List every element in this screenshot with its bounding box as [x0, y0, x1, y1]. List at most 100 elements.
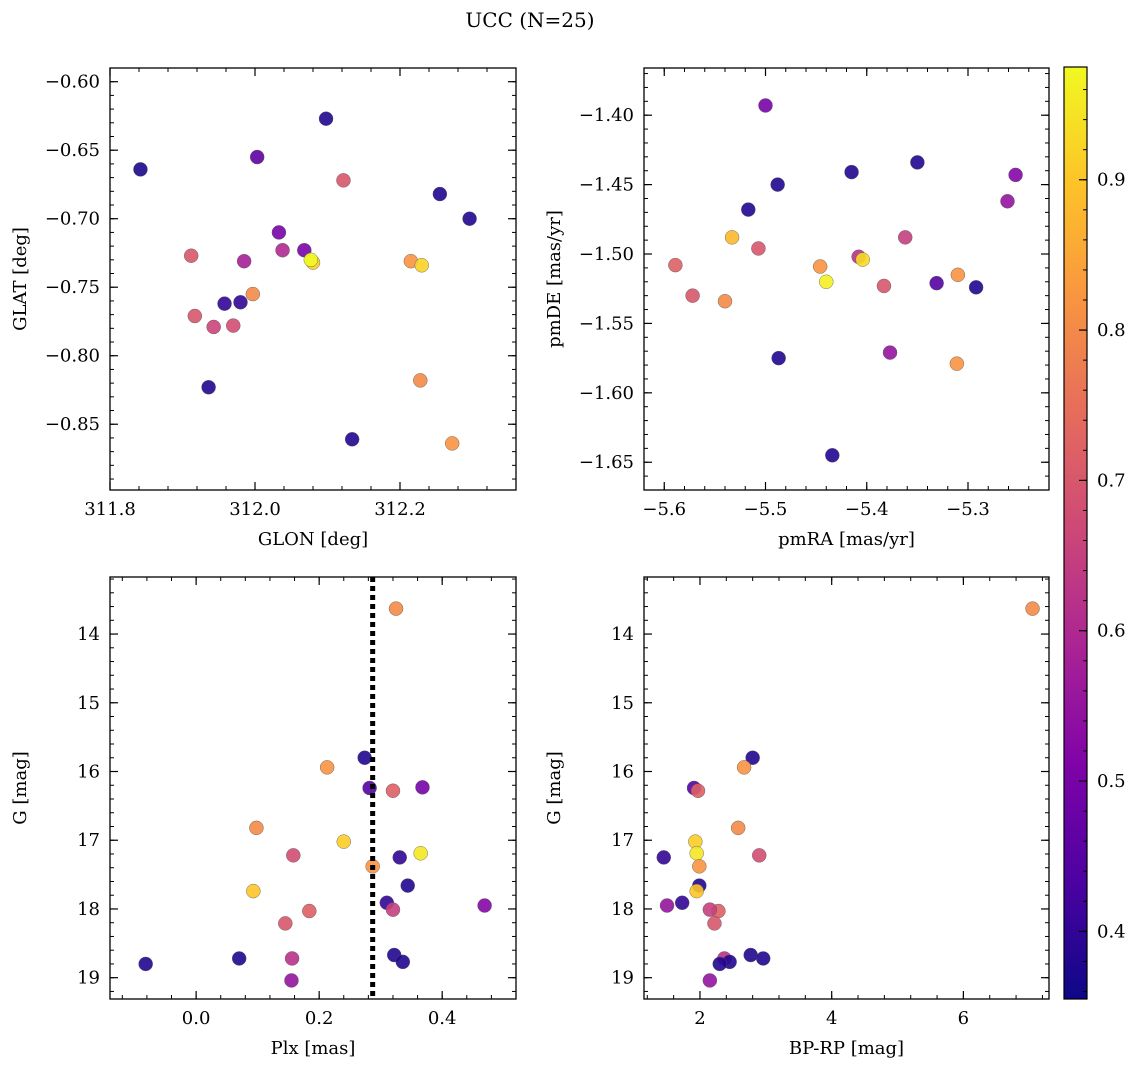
- data-point: [233, 295, 248, 310]
- y-tick-label: −1.50: [579, 244, 634, 265]
- data-point: [929, 275, 944, 291]
- data-point: [656, 850, 671, 865]
- x-axis-label: GLON [deg]: [258, 529, 368, 550]
- data-point: [319, 760, 335, 775]
- y-axis-label: G [mag]: [10, 751, 31, 824]
- data-point: [245, 286, 261, 302]
- y-tick-label: 16: [77, 762, 100, 783]
- x-tick-label: 0.4: [428, 1008, 457, 1029]
- y-axis-label: pmDE [mas/yr]: [544, 210, 565, 348]
- data-point: [344, 432, 360, 447]
- data-point: [206, 319, 221, 335]
- data-point: [950, 267, 966, 283]
- data-point: [910, 155, 925, 170]
- data-point: [741, 202, 756, 217]
- panel-4: 2 4 6 14 15 16 17 18 19 BP-RP [mag] G [mag]: [544, 576, 1050, 1059]
- data-point: [445, 436, 460, 451]
- y-tick-label: −0.70: [45, 209, 100, 230]
- data-point: [138, 956, 153, 972]
- data-point: [236, 253, 252, 269]
- x-tick-label: −5.3: [946, 499, 990, 520]
- data-point: [1000, 194, 1015, 209]
- data-point: [745, 750, 760, 765]
- y-tick-label: −0.85: [45, 414, 100, 435]
- data-point: [395, 954, 411, 970]
- colorbar-tick-label: 0.9: [1097, 170, 1126, 191]
- y-tick-label: −1.60: [579, 383, 634, 404]
- data-point: [413, 373, 428, 388]
- y-axis-label: GLAT [deg]: [10, 227, 31, 331]
- y-tick-label: 17: [77, 830, 100, 851]
- data-point: [336, 834, 351, 849]
- data-point: [278, 916, 293, 931]
- data-point: [249, 149, 265, 165]
- x-tick-label: 311.8: [84, 499, 136, 520]
- data-point: [771, 350, 786, 366]
- colorbar-tick-label: 0.8: [1097, 320, 1126, 341]
- data-point: [685, 288, 700, 303]
- data-point: [183, 248, 199, 263]
- axes-frame: [109, 576, 517, 1000]
- data-point: [770, 177, 785, 192]
- y-tick-label: 15: [77, 693, 100, 714]
- axes-frame: [643, 576, 1050, 1000]
- data-point: [690, 783, 706, 798]
- data-point: [413, 846, 428, 861]
- panel-3: 0.0 0.2 0.4 14 15 16 17 18 19 Plx [mas] G [mag]: [10, 576, 517, 1059]
- data-point: [819, 274, 834, 289]
- data-point: [1025, 601, 1040, 616]
- y-tick-label: −1.65: [579, 452, 634, 473]
- data-point: [702, 973, 718, 988]
- data-point: [388, 601, 404, 616]
- data-point: [855, 252, 870, 267]
- data-point: [949, 356, 965, 371]
- data-point: [882, 345, 898, 360]
- data-point: [415, 780, 430, 795]
- colorbar-tick-label: 0.5: [1097, 771, 1126, 792]
- data-point: [336, 173, 351, 188]
- data-point: [303, 252, 319, 268]
- data-point: [385, 902, 401, 917]
- y-tick-label: 17: [611, 830, 634, 851]
- axes-frame: [643, 67, 1050, 491]
- data-point: [462, 211, 477, 226]
- y-tick-label: 15: [611, 693, 634, 714]
- x-axis-label: pmRA [mas/yr]: [778, 529, 915, 550]
- data-point: [1008, 167, 1023, 183]
- data-point: [400, 878, 415, 893]
- axes-frame: [109, 67, 517, 491]
- x-tick-label: 312.0: [229, 499, 281, 520]
- data-point: [284, 973, 299, 988]
- data-point: [844, 164, 859, 180]
- data-point: [659, 898, 675, 913]
- y-tick-label: 14: [77, 624, 100, 645]
- data-point: [357, 750, 372, 765]
- y-tick-label: −1.55: [579, 313, 634, 334]
- data-point: [246, 883, 261, 899]
- data-point: [752, 848, 767, 863]
- y-tick-label: −0.60: [45, 72, 100, 93]
- y-tick-label: 16: [611, 762, 634, 783]
- data-point: [275, 243, 290, 258]
- data-point: [226, 318, 241, 333]
- colorbar-tick-label: 0.7: [1097, 470, 1126, 491]
- data-point: [432, 186, 448, 202]
- data-point: [755, 951, 771, 966]
- x-tick-label: 312.2: [374, 499, 426, 520]
- data-point: [717, 294, 733, 309]
- data-point: [668, 257, 683, 273]
- x-tick-label: −5.4: [845, 499, 889, 520]
- data-point: [385, 783, 401, 798]
- x-tick-label: 6: [958, 1008, 969, 1029]
- data-point: [743, 947, 758, 963]
- data-point: [898, 230, 913, 245]
- y-tick-label: 14: [611, 624, 634, 645]
- colorbar-tick-label: 0.6: [1097, 621, 1126, 642]
- data-point: [318, 111, 334, 126]
- panel-1: 311.8 312.0 312.2 −0.60 −0.65 −0.70 −0.75 −0.80…: [10, 67, 517, 550]
- data-point: [730, 820, 746, 836]
- data-point: [724, 230, 740, 245]
- colorbar-gradient: [1063, 66, 1088, 1000]
- data-point: [968, 280, 984, 295]
